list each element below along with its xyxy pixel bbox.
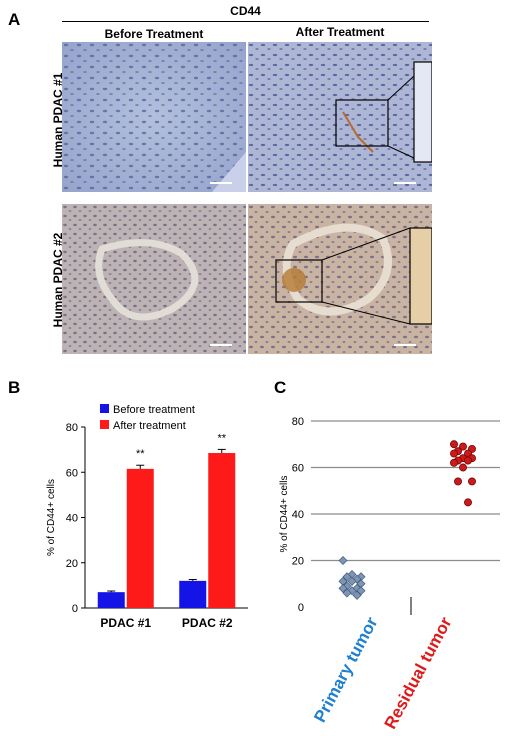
- legend-label: Before treatment: [113, 404, 195, 416]
- legend-label: After treatment: [113, 420, 186, 432]
- category-label: Residual tumor: [381, 614, 456, 733]
- significance-mark: **: [136, 448, 145, 460]
- bar: [97, 592, 125, 608]
- category-label: Primary tumor: [310, 614, 382, 726]
- residual-tumor-point: [459, 442, 467, 451]
- residual-tumor-point: [450, 458, 458, 467]
- panel-b-label: B: [8, 378, 21, 397]
- residual-tumor-point: [454, 477, 462, 486]
- primary-tumor-point: [338, 556, 348, 565]
- y-tick-label: 60: [66, 467, 78, 479]
- primary-tumor-point: [347, 576, 357, 586]
- primary-tumor-point: [352, 590, 362, 600]
- residual-tumor-point: [459, 463, 467, 472]
- y-tick-label: 20: [292, 556, 304, 568]
- y-tick-label: 20: [66, 558, 78, 570]
- y-axis-title: % of CD44+ cells: [46, 479, 57, 556]
- residual-tumor-point: [464, 456, 472, 465]
- marker-title-rule: [62, 21, 429, 22]
- y-tick-label: 60: [292, 463, 304, 475]
- residual-tumor-point: [450, 440, 458, 449]
- column-before-label: Before Treatment: [104, 27, 204, 41]
- primary-tumor-point: [356, 586, 366, 596]
- scatter-chart: 0 20 40 60 80 % of CD44+ cells Primary tumor Re…: [279, 416, 500, 733]
- y-tick-label: 80: [292, 416, 304, 428]
- micrograph-pdac1-after: [248, 42, 432, 192]
- y-tick-label: 40: [292, 509, 304, 521]
- residual-tumor-point: [450, 449, 458, 458]
- panel-a-label: A: [8, 10, 21, 29]
- marker-title: CD44: [230, 4, 261, 18]
- y-tick-label: 0: [72, 603, 78, 615]
- bar: [179, 580, 207, 608]
- primary-tumor-point: [342, 588, 352, 598]
- micrograph-pdac2-after: [248, 204, 432, 354]
- bar-chart: Before treatment After treatment 0 20 40 60 80…: [46, 404, 248, 630]
- column-after-label: After Treatment: [295, 25, 385, 39]
- y-tick-label: 40: [66, 513, 78, 525]
- x-tick-label: PDAC #1: [100, 616, 151, 630]
- y-axis-title: % of CD44+ cells: [279, 476, 290, 553]
- bar: [126, 468, 154, 608]
- micrograph-pdac1-before: [62, 42, 246, 192]
- panel-c-label: C: [274, 378, 287, 397]
- bar: [208, 453, 236, 608]
- primary-tumor-point: [338, 583, 348, 593]
- x-tick-label: PDAC #2: [182, 616, 233, 630]
- primary-tumor-point: [342, 572, 352, 582]
- y-tick-label: 80: [66, 422, 78, 434]
- residual-tumor-point: [468, 477, 476, 486]
- legend-swatch: [100, 420, 109, 429]
- significance-mark: **: [217, 432, 226, 444]
- y-tick-label: 0: [298, 602, 304, 614]
- legend-swatch: [100, 404, 109, 413]
- residual-tumor-point: [464, 498, 472, 507]
- micrograph-pdac2-before: [62, 204, 246, 354]
